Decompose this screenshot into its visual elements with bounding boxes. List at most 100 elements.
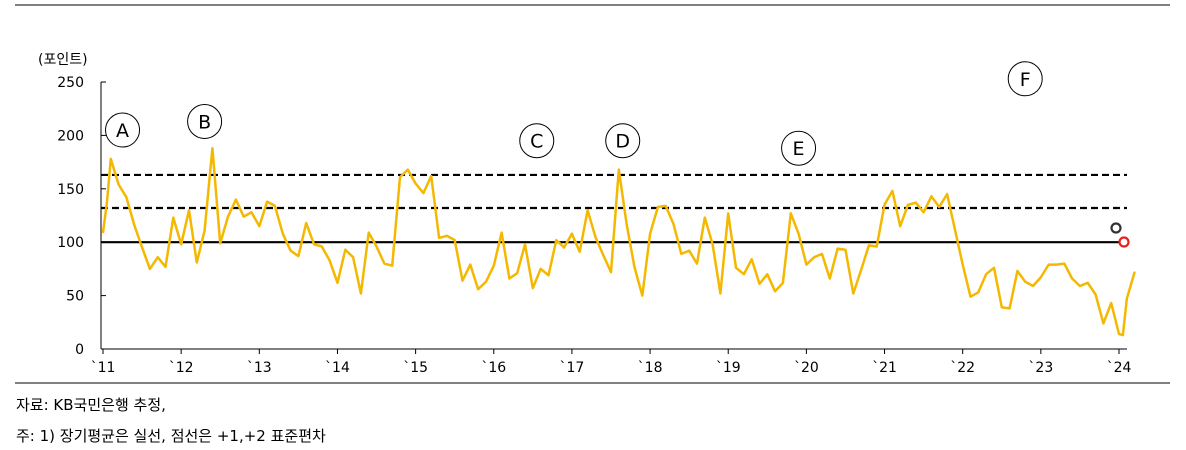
data-point [539, 268, 542, 270]
data-point [891, 190, 894, 192]
data-point [164, 266, 167, 268]
latest-marker-red [1118, 236, 1130, 248]
data-point [1122, 334, 1124, 336]
annotation-label: E [793, 138, 805, 160]
annotation-circle [605, 123, 641, 159]
data-point [407, 168, 409, 171]
data-point [899, 225, 901, 227]
data-point [1094, 293, 1097, 296]
data-point [563, 246, 565, 249]
data-point [954, 228, 956, 231]
data-point [352, 256, 354, 259]
x-tick-label: `11 [91, 360, 116, 376]
data-point [1071, 277, 1073, 280]
data-point [289, 249, 292, 252]
data-point [399, 176, 401, 178]
annotation-circle [105, 112, 141, 148]
source-note: 자료: KB국민은행 추정, [16, 396, 166, 414]
y-tick-label: 50 [66, 289, 84, 305]
data-point [868, 244, 870, 247]
data-point [321, 245, 323, 248]
data-point [875, 245, 878, 248]
data-point [1086, 282, 1089, 284]
data-point [696, 262, 698, 265]
data-point [532, 287, 534, 289]
data-point [203, 229, 206, 232]
data-point [657, 206, 659, 208]
x-tick-label: `23 [1028, 360, 1053, 376]
data-point [680, 253, 683, 255]
data-point [836, 247, 839, 250]
x-tick-label: `21 [872, 360, 897, 376]
data-point [688, 249, 690, 252]
data-point [774, 290, 776, 293]
data-point [1126, 298, 1128, 300]
data-point [180, 243, 182, 246]
data-point [493, 264, 495, 267]
annotation-label: A [116, 120, 129, 142]
data-point [938, 206, 940, 208]
data-point [149, 268, 151, 270]
annotation-label: B [198, 112, 211, 134]
data-point [1032, 285, 1034, 287]
data-point [993, 267, 995, 269]
data-point [250, 211, 253, 214]
data-point [375, 245, 378, 248]
footnote: 주: 1) 장기평균은 실선, 점선은 +1,+2 표준편차 [16, 427, 326, 445]
y-tick-label: 250 [57, 75, 84, 91]
data-point [422, 192, 425, 194]
data-point [414, 182, 417, 185]
data-point [578, 251, 581, 253]
x-tick-label: `12 [169, 360, 194, 376]
x-tick-label: `16 [481, 360, 506, 376]
data-point [1063, 262, 1066, 265]
annotation-label: F [1020, 69, 1031, 91]
x-tick-label: `22 [950, 360, 975, 376]
data-point [508, 277, 511, 280]
data-point [469, 263, 472, 266]
data-point [1110, 302, 1112, 304]
data-point [907, 204, 909, 206]
y-tick-label: 200 [57, 128, 84, 144]
data-point [485, 280, 487, 283]
data-point [258, 225, 261, 227]
data-point [1055, 263, 1058, 266]
data-point [727, 212, 729, 215]
data-point [790, 212, 792, 215]
data-point [211, 147, 214, 149]
y-tick-label: 150 [57, 182, 84, 198]
data-point [383, 262, 386, 265]
data-point [586, 209, 589, 211]
x-tick-label: `24 [1107, 360, 1132, 376]
data-point [125, 196, 128, 199]
data-point [328, 259, 331, 262]
data-point [367, 231, 370, 234]
data-point [391, 264, 394, 267]
data-point [625, 223, 628, 225]
data-point [821, 253, 823, 255]
y-axis-label: (포인트) [38, 52, 88, 68]
data-point [594, 236, 597, 238]
data-point [618, 168, 620, 171]
data-point [860, 269, 862, 271]
data-point [633, 266, 636, 268]
data-point [969, 295, 972, 298]
data-point [500, 231, 503, 234]
data-point [547, 274, 550, 277]
x-tick-label: `18 [638, 360, 663, 376]
latest-marker-black [1110, 222, 1122, 234]
data-point [446, 235, 448, 237]
data-point [743, 273, 745, 276]
x-tick-label: `14 [325, 360, 350, 376]
x-tick-label: `15 [403, 360, 428, 376]
data-point [829, 277, 831, 280]
data-point [188, 209, 190, 211]
data-point [711, 243, 714, 246]
x-tick-label: `19 [716, 360, 741, 376]
data-point [461, 279, 464, 282]
data-point [719, 292, 722, 295]
data-point [766, 273, 769, 276]
data-point [227, 215, 229, 218]
annotation-circle [781, 130, 817, 166]
data-point [360, 292, 362, 295]
